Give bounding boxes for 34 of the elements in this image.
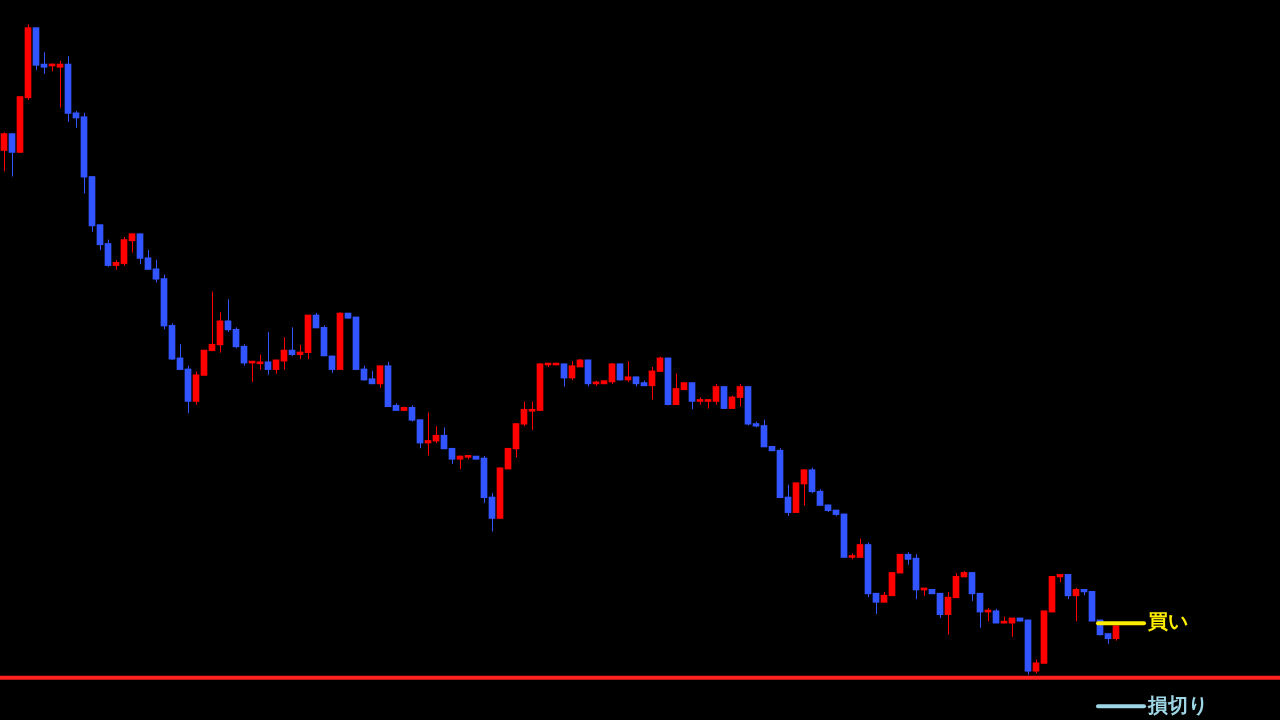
candlestick — [40, 51, 48, 75]
candlestick — [952, 572, 960, 599]
ref-line-label: 買い — [1147, 609, 1188, 634]
candlestick — [8, 133, 16, 178]
candlestick — [856, 538, 864, 558]
candlestick — [672, 372, 680, 406]
candlestick — [376, 365, 384, 389]
candlestick — [1064, 573, 1072, 600]
candlestick — [872, 592, 880, 615]
candlestick — [56, 60, 64, 109]
candlestick — [568, 360, 576, 381]
candlestick — [968, 571, 976, 602]
candlestick — [808, 467, 816, 494]
candlestick — [96, 224, 104, 251]
candlestick — [128, 233, 136, 254]
candlestick — [264, 331, 272, 376]
candlestick — [0, 131, 8, 172]
candlestick — [936, 592, 944, 619]
candlestick — [560, 363, 568, 387]
candlestick — [104, 239, 112, 268]
candlestick — [800, 468, 808, 506]
candlestick — [608, 362, 616, 385]
candlestick — [688, 382, 696, 410]
candlestick — [760, 419, 768, 448]
candlestick — [624, 360, 632, 383]
candlestick — [488, 492, 496, 532]
candlestick — [152, 259, 160, 283]
candlestick — [720, 385, 728, 410]
ref-line-label: 損切り — [1147, 692, 1208, 717]
candlestick — [520, 400, 528, 427]
candlestick — [712, 383, 720, 406]
candlestick — [528, 400, 536, 431]
candlestick — [144, 249, 152, 270]
candlestick — [736, 383, 744, 408]
